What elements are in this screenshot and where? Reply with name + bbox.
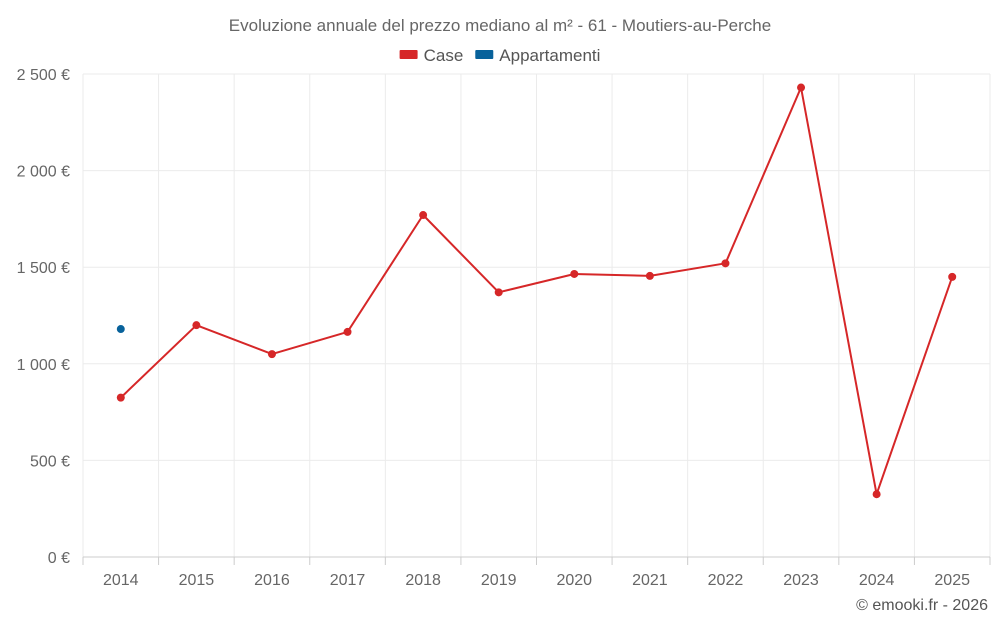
x-tick-label-2018: 2018 bbox=[405, 572, 441, 589]
data-point-case-2016[interactable] bbox=[267, 350, 276, 359]
data-point-case-2021[interactable] bbox=[645, 271, 654, 280]
data-point-case-2019[interactable] bbox=[494, 288, 503, 297]
data-point-case-2025[interactable] bbox=[948, 272, 957, 281]
legend-item-appartamenti[interactable]: Appartamenti bbox=[475, 46, 600, 65]
y-tick-label-500: 500 € bbox=[30, 453, 70, 470]
data-point-case-2023[interactable] bbox=[797, 83, 806, 92]
x-tick-label-2015: 2015 bbox=[179, 572, 215, 589]
legend-swatch-case bbox=[399, 50, 418, 59]
x-tick-label-2017: 2017 bbox=[330, 572, 366, 589]
series-appartamenti bbox=[116, 325, 125, 334]
data-point-case-2014[interactable] bbox=[116, 393, 125, 402]
data-point-appartamenti-2014[interactable] bbox=[116, 325, 125, 334]
x-tick-label-2022: 2022 bbox=[708, 572, 744, 589]
y-tick-label-1500: 1 500 € bbox=[17, 260, 70, 277]
chart-title: Evoluzione annuale del prezzo mediano al… bbox=[229, 16, 771, 35]
x-tick-label-2014: 2014 bbox=[103, 572, 139, 589]
legend-label-case: Case bbox=[424, 46, 464, 65]
y-tick-label-0: 0 € bbox=[48, 550, 70, 567]
x-tick-label-2020: 2020 bbox=[556, 572, 592, 589]
y-tick-label-2500: 2 500 € bbox=[17, 67, 70, 84]
x-axis: 2014 2015 2016 2017 2018 2019 2020 2021 2022 2023… bbox=[82, 556, 991, 589]
x-tick-label-2024: 2024 bbox=[859, 572, 895, 589]
y-tick-label-2000: 2 000 € bbox=[17, 164, 70, 181]
y-tick-label-1000: 1 000 € bbox=[17, 357, 70, 374]
legend-swatch-appartamenti bbox=[475, 50, 494, 59]
legend-item-case[interactable]: Case bbox=[399, 46, 464, 65]
grid bbox=[82, 73, 991, 557]
x-tick-label-2016: 2016 bbox=[254, 572, 290, 589]
series-layer bbox=[116, 83, 957, 499]
y-axis: 0 € 500 € 1 000 € 1 500 € 2 000 € 2 500 € bbox=[17, 67, 70, 567]
data-point-case-2017[interactable] bbox=[343, 327, 352, 336]
data-point-case-2020[interactable] bbox=[570, 269, 579, 278]
data-point-case-2015[interactable] bbox=[192, 321, 201, 330]
data-point-case-2018[interactable] bbox=[419, 211, 428, 220]
credit-text: © emooki.fr - 2026 bbox=[856, 597, 988, 614]
data-point-case-2022[interactable] bbox=[721, 259, 730, 268]
data-point-case-2024[interactable] bbox=[872, 490, 881, 499]
series-line-case bbox=[120, 86, 954, 496]
x-tick-label-2021: 2021 bbox=[632, 572, 668, 589]
x-tick-label-2019: 2019 bbox=[481, 572, 517, 589]
x-tick-label-2025: 2025 bbox=[934, 572, 970, 589]
x-tick-label-2023: 2023 bbox=[783, 572, 819, 589]
series-case bbox=[116, 83, 957, 499]
legend-label-appartamenti: Appartamenti bbox=[499, 46, 600, 65]
legend: Case Appartamenti bbox=[399, 46, 600, 65]
